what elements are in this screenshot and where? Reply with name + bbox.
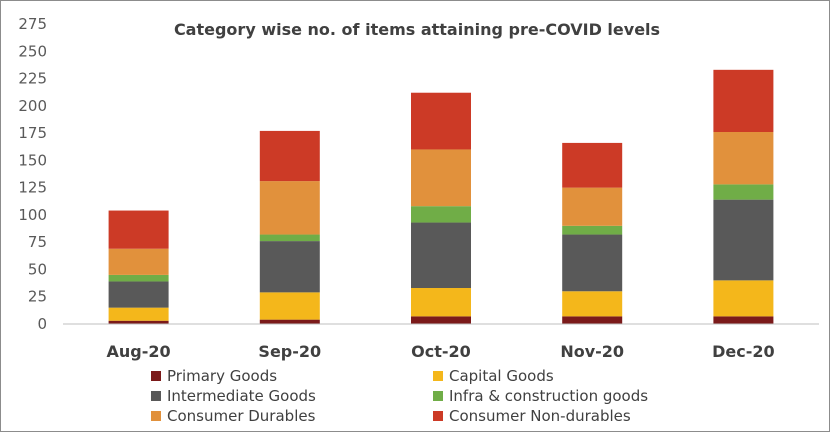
- bar-segment-nov-20-series-2: [562, 234, 623, 292]
- x-tick-label: Oct-20: [411, 342, 471, 361]
- bar-segment-sep-20-series-0: [259, 319, 320, 324]
- bar-segment-oct-20-series-5: [411, 92, 471, 150]
- legend-label: Intermediate Goods: [167, 387, 316, 405]
- x-axis-ticks: Aug-20 Sep-20 Oct-20 Nov-20 Dec-20: [107, 342, 775, 361]
- bar-segment-sep-20-series-3: [259, 234, 320, 242]
- y-tick-label: 225: [18, 70, 47, 88]
- y-tick-label: 50: [28, 260, 47, 278]
- bar-segment-aug-20-series-4: [108, 248, 169, 275]
- x-tick-label: Nov-20: [560, 342, 624, 361]
- bar-segment-oct-20-series-4: [411, 149, 471, 207]
- chart-title: Category wise no. of items attaining pre…: [174, 20, 660, 39]
- y-tick-label: 100: [18, 206, 47, 224]
- legend: Primary Goods Capital Goods Intermediate G…: [151, 367, 648, 425]
- legend-label: Primary Goods: [167, 367, 277, 385]
- y-tick-label: 175: [18, 124, 47, 142]
- legend-label: Capital Goods: [449, 367, 554, 385]
- bar-segment-sep-20-series-1: [259, 292, 320, 320]
- legend-swatch: [433, 371, 443, 381]
- bar-segment-nov-20-series-3: [562, 225, 623, 235]
- bar-segment-dec-20-series-1: [713, 280, 774, 317]
- bar-segment-dec-20-series-4: [713, 132, 774, 185]
- bar-segment-dec-20-series-5: [713, 69, 774, 132]
- bar-segment-oct-20-series-2: [411, 222, 471, 288]
- bar-segment-nov-20-series-5: [562, 142, 623, 188]
- y-tick-label: 25: [28, 288, 47, 306]
- legend-swatch: [433, 411, 443, 421]
- bar-segment-sep-20-series-4: [259, 181, 320, 235]
- x-tick-label: Dec-20: [712, 342, 775, 361]
- bar-segment-aug-20-series-5: [108, 210, 169, 249]
- bar-segment-aug-20-series-1: [108, 307, 169, 321]
- bar-segment-oct-20-series-0: [411, 316, 471, 324]
- bar-segment-aug-20-series-3: [108, 274, 169, 282]
- y-tick-label: 125: [18, 179, 47, 197]
- bar-segment-aug-20-series-0: [108, 320, 169, 324]
- y-tick-label: 250: [18, 42, 47, 60]
- legend-label: Consumer Non-durables: [449, 407, 631, 425]
- x-tick-label: Aug-20: [107, 342, 171, 361]
- y-tick-label: 0: [37, 315, 47, 333]
- legend-swatch: [151, 371, 161, 381]
- y-tick-label: 75: [28, 233, 47, 251]
- bar-segment-aug-20-series-2: [108, 281, 169, 308]
- y-axis-ticks: 0 25 50 75 100 125 150 175 200 225 250 275: [18, 15, 47, 333]
- bar-segment-dec-20-series-2: [713, 199, 774, 281]
- bars: [108, 69, 774, 324]
- legend-label: Infra & construction goods: [449, 387, 648, 405]
- legend-label: Consumer Durables: [167, 407, 316, 425]
- legend-swatch: [151, 391, 161, 401]
- bar-segment-dec-20-series-3: [713, 184, 774, 200]
- y-tick-label: 275: [18, 15, 47, 33]
- legend-swatch: [433, 391, 443, 401]
- y-tick-label: 150: [18, 151, 47, 169]
- bar-segment-sep-20-series-2: [259, 241, 320, 293]
- bar-segment-oct-20-series-1: [411, 288, 471, 317]
- bar-segment-nov-20-series-4: [562, 187, 623, 226]
- bar-segment-nov-20-series-1: [562, 291, 623, 317]
- x-tick-label: Sep-20: [258, 342, 321, 361]
- legend-swatch: [151, 411, 161, 421]
- bar-segment-dec-20-series-0: [713, 316, 774, 324]
- bar-segment-oct-20-series-3: [411, 206, 471, 223]
- bar-segment-nov-20-series-0: [562, 316, 623, 324]
- bar-segment-sep-20-series-5: [259, 130, 320, 182]
- y-tick-label: 200: [18, 97, 47, 115]
